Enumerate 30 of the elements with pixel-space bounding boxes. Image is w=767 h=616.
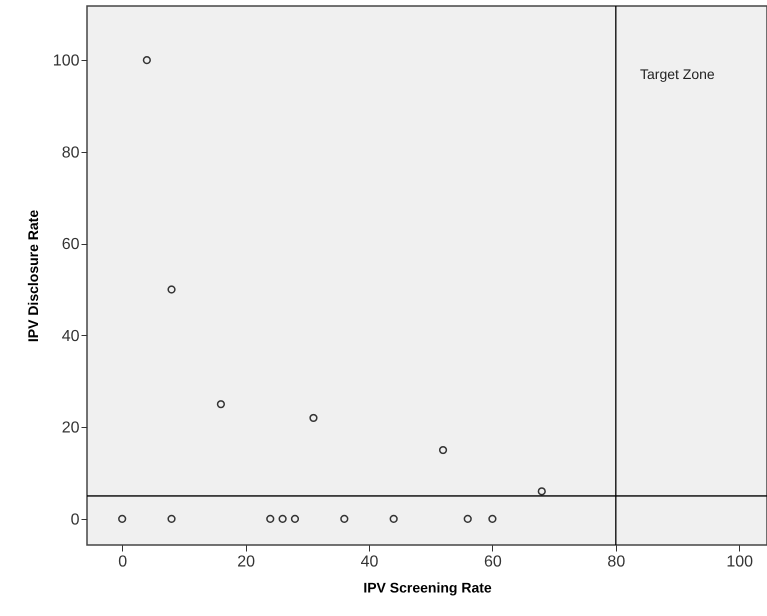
y-axis-title: IPV Disclosure Rate — [24, 210, 41, 342]
point — [340, 514, 348, 523]
x-tick-label: 0 — [118, 554, 128, 570]
point — [464, 514, 472, 523]
x-tick-label: 100 — [726, 554, 754, 570]
y-tick-label: 20 — [62, 420, 80, 437]
point — [142, 56, 151, 64]
y-tick-label: 80 — [62, 144, 80, 162]
point — [488, 514, 497, 523]
point — [118, 514, 126, 523]
x-axis-title: IPV Screening Rate — [363, 580, 492, 596]
x-tick-label: 40 — [360, 554, 378, 570]
point — [390, 514, 398, 523]
x-tick-label: 20 — [237, 554, 256, 570]
y-tick-label: 40 — [62, 328, 80, 345]
y-tick-label: 0 — [70, 511, 80, 528]
point — [538, 487, 546, 496]
point — [278, 514, 287, 523]
point — [290, 514, 300, 523]
point — [266, 514, 274, 523]
point — [167, 285, 176, 294]
x-tick-label: 80 — [607, 554, 626, 570]
annotation: Target Zone — [640, 66, 715, 82]
point — [216, 400, 226, 408]
point — [438, 446, 448, 454]
y-tick-label: 60 — [62, 236, 80, 254]
y-tick-label: 100 — [52, 52, 80, 70]
x-tick-label: 60 — [484, 554, 502, 570]
point — [309, 414, 318, 422]
point — [167, 514, 176, 523]
